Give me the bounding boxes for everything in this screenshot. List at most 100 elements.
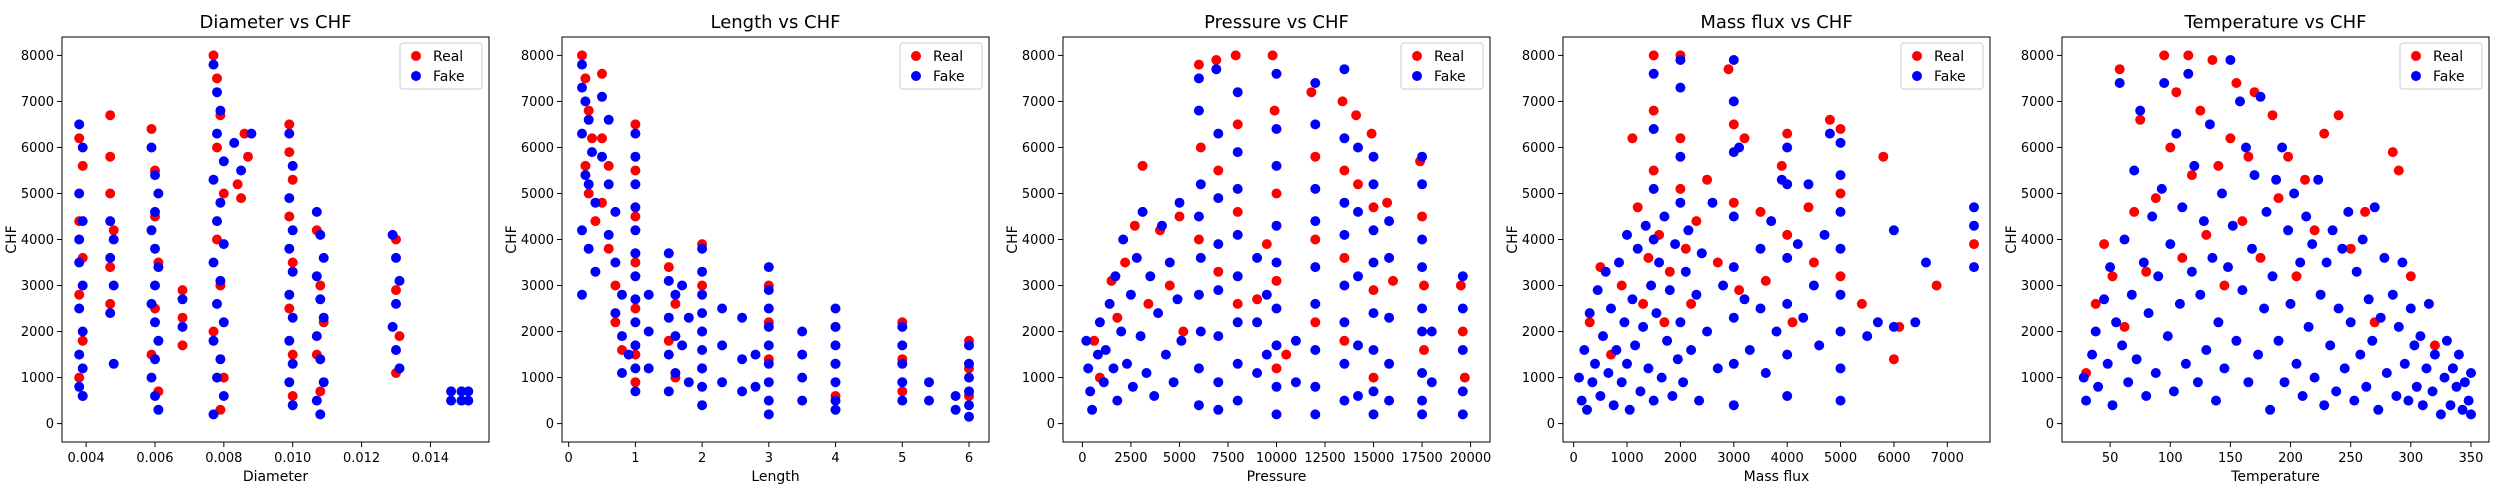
- chart-3-xtick-label: 20000: [1450, 451, 1491, 466]
- chart-3-fake-point: [1271, 340, 1282, 351]
- chart-1-ytick-label: 6000: [21, 141, 54, 156]
- chart-4-fake-point: [1646, 280, 1657, 291]
- chart-3-fake-point: [1271, 220, 1282, 231]
- chart-3-fake-point: [1195, 326, 1206, 337]
- chart-5-fake-point: [2135, 105, 2146, 116]
- chart-2-fake-point: [897, 358, 908, 369]
- chart-3-fake-point: [1310, 298, 1321, 309]
- chart-4-legend-marker-fake: [1912, 71, 1922, 81]
- chart-1-fake-point: [215, 275, 226, 286]
- chart-3-real-point: [1417, 211, 1428, 222]
- chart-2-fake-point: [577, 128, 587, 139]
- chart-1-real-point: [74, 133, 85, 144]
- chart-1-real-point: [284, 303, 295, 314]
- chart-2-fake-point: [630, 225, 641, 236]
- chart-2-fake-point: [830, 340, 841, 351]
- chart-2-fake-point: [763, 262, 774, 273]
- chart-4-fake-point: [1707, 197, 1718, 208]
- chart-3-real-point: [1164, 280, 1175, 291]
- chart-1-ytick-label: 3000: [21, 279, 54, 294]
- chart-3-fake-point: [1149, 391, 1160, 401]
- chart-5-fake-point: [2237, 285, 2248, 296]
- chart-1-fake-point: [208, 174, 219, 185]
- chart-3-real-point: [1337, 96, 1348, 107]
- chart-2-fake-point: [630, 151, 641, 162]
- chart-2-fake-point: [630, 248, 641, 259]
- chart-2-fake-point: [924, 395, 934, 406]
- chart-5-fake-point: [2297, 391, 2308, 401]
- chart-1-fake-point: [150, 391, 160, 401]
- chart-5-fake-point: [2315, 289, 2326, 300]
- chart-1-fake-point: [463, 386, 474, 397]
- chart-3-real-point: [1193, 234, 1204, 245]
- chart-5-points: [2078, 50, 2476, 420]
- chart-2-fake-point: [630, 202, 641, 213]
- chart-5-fake-point: [2391, 391, 2402, 401]
- chart-1-fake-point: [153, 335, 164, 346]
- chart-4-fake-point: [1702, 326, 1713, 337]
- chart-5-fake-point: [2357, 234, 2368, 245]
- chart-2-fake-point: [697, 345, 708, 355]
- chart-1-fake-point: [150, 317, 160, 328]
- chart-1-real-point: [105, 262, 116, 273]
- chart-1-fake-point: [77, 363, 88, 374]
- chart-1-real-point: [105, 298, 116, 309]
- chart-3-fake-point: [1122, 358, 1132, 369]
- chart-4-fake-point: [1672, 354, 1683, 365]
- chart-2-fake-point: [697, 381, 708, 392]
- chart-1-fake-point: [153, 262, 164, 273]
- chart-2-fake-point: [964, 400, 974, 411]
- chart-3-fake-point: [1417, 234, 1428, 245]
- chart-3-fake-point: [1087, 404, 1098, 415]
- chart-4-ytick-label: 4000: [1522, 233, 1555, 248]
- chart-4-fake-point: [1670, 239, 1681, 250]
- chart-3-fake-point: [1271, 381, 1282, 392]
- chart-1-fake-point: [153, 188, 164, 199]
- chart-1-fake-point: [318, 377, 329, 388]
- chart-4-real-point: [1659, 317, 1670, 328]
- chart-3-xtick-label: 12500: [1304, 451, 1345, 466]
- chart-4-fake-point: [1835, 363, 1846, 374]
- chart-5-fake-point: [2373, 404, 2384, 415]
- chart-5-real-point: [2090, 298, 2101, 309]
- chart-3-fake-point: [1339, 64, 1350, 75]
- chart-5-panel: Temperature vs CHF 50 100 150 200 250 300 350 0 1…: [2004, 12, 2490, 485]
- chart-4-real-point: [1712, 257, 1723, 268]
- chart-5-fake-point: [2415, 331, 2426, 342]
- chart-1-title: Diameter vs CHF: [200, 12, 352, 33]
- chart-3-fake-point: [1384, 358, 1395, 369]
- chart-4-fake-point: [1611, 345, 1622, 355]
- chart-5-real-point: [2225, 133, 2236, 144]
- chart-5-fake-point: [2411, 381, 2422, 392]
- chart-5-fake-point: [2466, 409, 2476, 420]
- chart-1-real-point: [284, 119, 295, 130]
- chart-4-fake-point: [1675, 151, 1686, 162]
- chart-2-fake-point: [630, 340, 641, 351]
- chart-5-fake-point: [2186, 266, 2197, 277]
- chart-4-fake-point: [1819, 229, 1830, 240]
- chart-2-fake-point: [897, 340, 908, 351]
- chart-5-fake-point: [2447, 363, 2458, 374]
- chart-1-xtick-label: 0.014: [412, 451, 449, 466]
- chart-4-real-point: [1728, 119, 1739, 130]
- chart-1-fake-point: [150, 206, 160, 217]
- chart-4-fake-point: [1624, 404, 1635, 415]
- chart-3-real-point: [1193, 59, 1204, 70]
- chart-2-xtick-label: 6: [965, 451, 973, 466]
- chart-3-fake-point: [1261, 289, 1272, 300]
- chart-5-fake-point: [2126, 289, 2137, 300]
- chart-5-ytick-label: 3000: [2021, 279, 2054, 294]
- chart-3-fake-point: [1417, 262, 1428, 273]
- chart-1-real-point: [232, 179, 243, 190]
- chart-5-fake-point: [2445, 400, 2456, 411]
- chart-5-fake-point: [2319, 400, 2330, 411]
- chart-3-fake-point: [1339, 280, 1350, 291]
- chart-3-real-point: [1129, 220, 1140, 231]
- chart-2-fake-point: [580, 96, 591, 107]
- chart-4-real-point: [1782, 128, 1793, 139]
- chart-1-fake-point: [212, 372, 222, 383]
- chart-2-ylabel: CHF: [504, 225, 520, 253]
- chart-4-fake-point: [1664, 285, 1675, 296]
- chart-2-fake-point: [950, 404, 961, 415]
